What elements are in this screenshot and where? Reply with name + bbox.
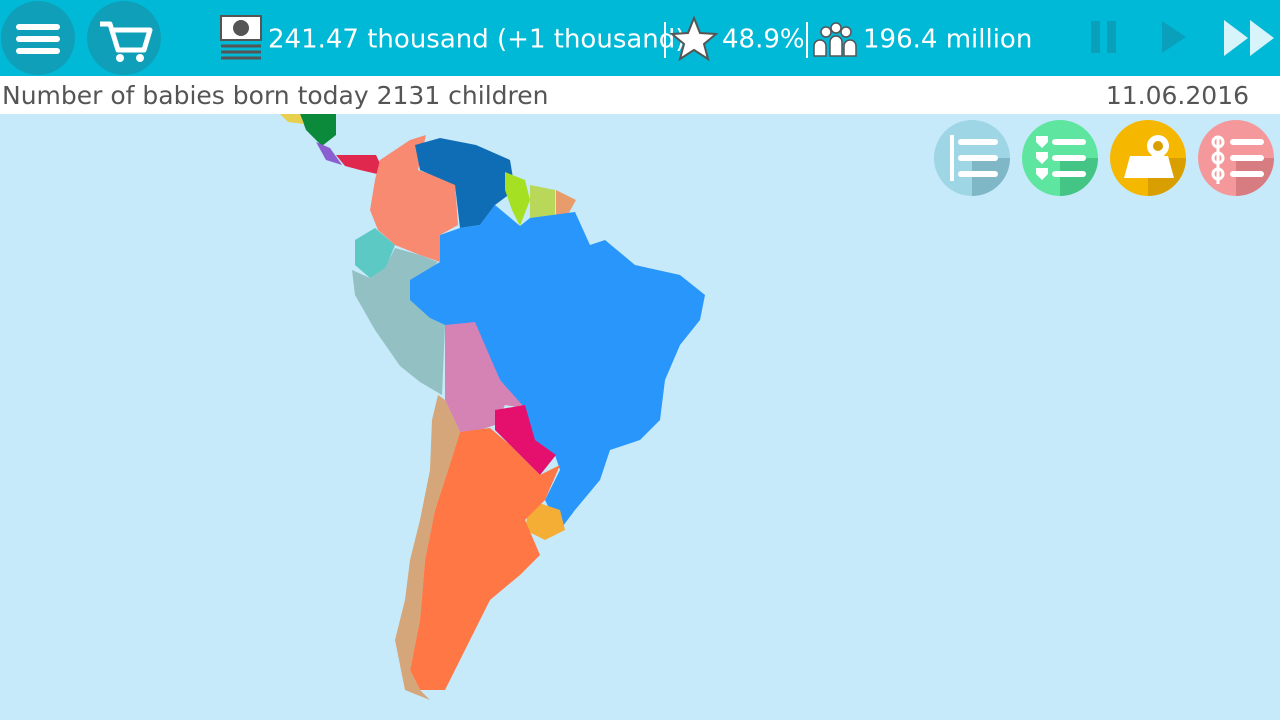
top-bar <box>0 0 1280 76</box>
money-value: 241.47 thousand (+1 thousand) <box>268 25 685 55</box>
game-date: 11.06.2016 <box>1106 81 1249 110</box>
map <box>280 114 705 700</box>
country[interactable] <box>300 114 336 146</box>
country[interactable] <box>395 395 460 700</box>
country[interactable] <box>370 135 458 262</box>
country[interactable] <box>336 155 386 176</box>
country[interactable] <box>410 205 705 530</box>
pause-button[interactable] <box>1091 21 1116 53</box>
fast-forward-button[interactable] <box>1224 20 1274 56</box>
population-value: 196.4 million <box>863 25 1032 55</box>
status-message: Number of babies born today 2131 childre… <box>2 81 548 110</box>
army-list-button[interactable] <box>1022 120 1098 196</box>
country[interactable] <box>355 228 395 278</box>
shop-button[interactable] <box>87 1 161 75</box>
country[interactable] <box>280 114 304 124</box>
country[interactable] <box>505 172 530 226</box>
rating-value: 48.9% <box>722 25 805 55</box>
map-button[interactable] <box>1110 120 1186 196</box>
money-icon <box>220 15 262 60</box>
menu-button[interactable] <box>1 1 75 75</box>
country[interactable] <box>530 185 555 218</box>
country[interactable] <box>352 248 445 395</box>
finance-list-button[interactable] <box>1198 120 1274 196</box>
country[interactable] <box>445 322 525 432</box>
rating-icon <box>669 15 719 62</box>
country[interactable] <box>495 405 556 475</box>
flags-list-button[interactable] <box>934 120 1010 196</box>
population-icon <box>813 22 857 57</box>
country[interactable] <box>415 138 515 228</box>
country[interactable] <box>556 190 576 218</box>
country[interactable] <box>410 428 560 690</box>
play-button[interactable] <box>1162 21 1186 53</box>
status-bar <box>0 76 1280 114</box>
country[interactable] <box>316 142 342 165</box>
